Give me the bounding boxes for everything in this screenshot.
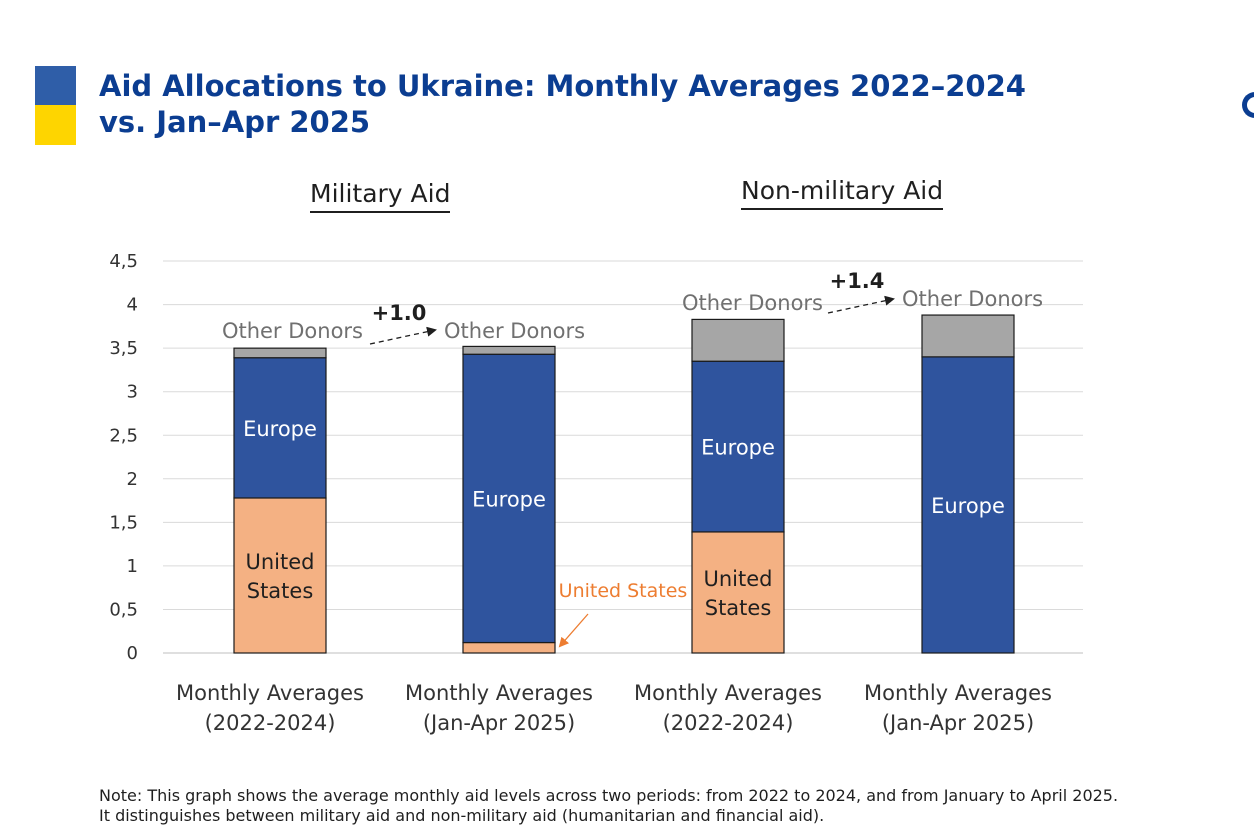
bar-other-donors (462, 345, 556, 355)
bar-europe (691, 360, 785, 533)
note-line-1: Note: This graph shows the average month… (99, 786, 1119, 805)
segment-label: States (247, 579, 314, 603)
other-donors-label: Other Donors (444, 319, 585, 343)
x-axis-labels: Monthly Averages (2022-2024) Monthly Avera… (176, 681, 1052, 735)
y-tick-label: 2,5 (109, 425, 138, 446)
title-line-2: vs. Jan–Apr 2025 (99, 105, 371, 139)
segment-label: Europe (931, 494, 1005, 518)
non-military-aid-panel-title: Non-military Aid (741, 176, 944, 210)
bars (233, 314, 1015, 654)
y-tick-label: 0 (127, 643, 138, 664)
segment-label: States (705, 596, 772, 620)
change-label: +1.0 (372, 301, 427, 325)
other-donors-label: Other Donors (222, 319, 363, 343)
segment-label: United (704, 567, 773, 591)
flag-yellow-band (35, 105, 76, 145)
chart-note: Note: This graph shows the average month… (99, 786, 1254, 826)
y-tick-label: 0,5 (109, 599, 138, 620)
ukraine-flag-mark (35, 66, 76, 145)
bar-europe (921, 356, 1015, 654)
y-tick-label: 4,5 (109, 251, 138, 272)
bar-labels: United States United States Europe Europe Euro… (222, 269, 1043, 648)
segment-label: Europe (243, 417, 317, 441)
bar-other-donors (691, 318, 785, 362)
x-category-label: Monthly Averages (176, 681, 364, 705)
x-category-label: (Jan-Apr 2025) (423, 711, 575, 735)
flag-blue-band (35, 66, 76, 105)
change-label: +1.4 (830, 269, 885, 293)
bar-united-states (691, 531, 785, 654)
change-arrow (827, 295, 895, 314)
united-states-callout-arrow (558, 613, 589, 648)
bar-other-donors (921, 314, 1015, 358)
y-axis-ticks: 0 0,5 1 1,5 2 2,5 3 3,5 4 4,5 (109, 251, 138, 664)
segment-label: Europe (472, 487, 546, 511)
y-tick-label: 1,5 (109, 512, 138, 533)
y-tick-label: 2 (127, 469, 138, 490)
x-category-label: (2022-2024) (663, 711, 794, 735)
united-states-callout: United States (559, 580, 688, 602)
page-title: Aid Allocations to Ukraine: Monthly Aver… (99, 68, 1099, 140)
segment-label: United (246, 550, 315, 574)
x-category-label: Monthly Averages (864, 681, 1052, 705)
other-donors-label: Other Donors (902, 287, 1043, 311)
y-tick-label: 4 (127, 295, 138, 316)
bar-united-states (233, 497, 327, 654)
x-category-label: (Jan-Apr 2025) (882, 711, 1034, 735)
segment-label: Europe (701, 436, 775, 460)
title-line-1: Aid Allocations to Ukraine: Monthly Aver… (99, 69, 1026, 103)
y-tick-label: 3,5 (109, 338, 138, 359)
x-category-label: Monthly Averages (405, 681, 593, 705)
y-tick-label: 3 (127, 382, 138, 403)
x-category-label: Monthly Averages (634, 681, 822, 705)
military-aid-panel-title: Military Aid (310, 179, 451, 213)
logo-icon (1242, 92, 1254, 118)
note-line-2: It distinguishes between military aid an… (99, 806, 825, 825)
stacked-bar-chart: 0 0,5 1 1,5 2 2,5 3 3,5 4 4,5 United States United S… (109, 251, 1083, 735)
other-donors-label: Other Donors (682, 291, 823, 315)
change-arrow (369, 326, 437, 345)
x-category-label: (2022-2024) (205, 711, 336, 735)
bar-united-states (462, 641, 556, 654)
y-tick-label: 1 (127, 556, 138, 577)
bar-other-donors (233, 347, 327, 359)
